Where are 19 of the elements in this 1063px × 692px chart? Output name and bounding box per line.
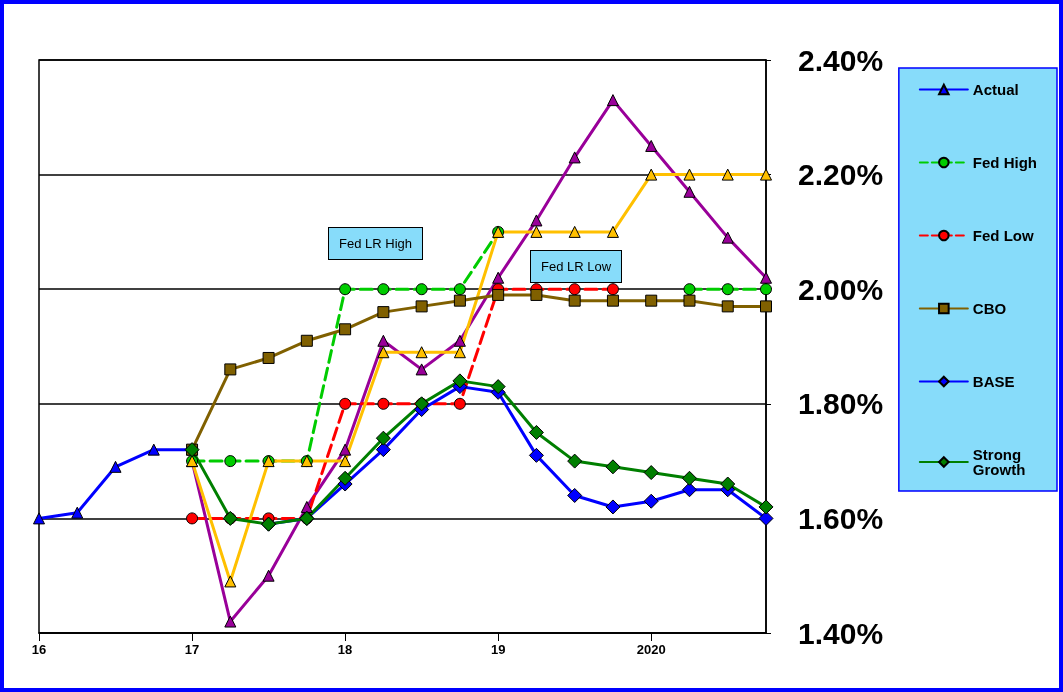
y-tick-label: 2.40% — [798, 43, 884, 77]
legend-label: Fed Low — [972, 227, 1034, 244]
x-tick-label: 17 — [184, 642, 200, 657]
x-tick-label: 2020 — [636, 642, 666, 657]
y-tick-label: 2.00% — [798, 272, 884, 306]
y-tick-label: 2.20% — [798, 158, 884, 192]
y-tick-label: 1.60% — [798, 501, 884, 535]
annotation: Fed LR High — [328, 227, 423, 260]
y-tick-label: 1.40% — [798, 616, 884, 650]
x-tick-label: 18 — [337, 642, 353, 657]
legend-label: Actual — [972, 81, 1019, 98]
y-tick-label: 1.80% — [798, 387, 884, 421]
annotation: Fed LR Low — [530, 250, 623, 283]
legend-label: Strong Growth — [972, 446, 1026, 478]
legend-label: BASE — [972, 373, 1015, 390]
legend-label: CBO — [972, 300, 1007, 317]
x-tick-label: 19 — [490, 642, 506, 657]
legend-label: Fed High — [972, 154, 1038, 171]
x-tick-label: 16 — [31, 642, 47, 657]
